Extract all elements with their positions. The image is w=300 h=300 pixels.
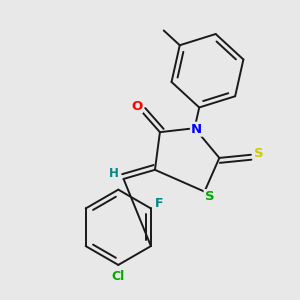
Text: H: H [109, 167, 118, 181]
Text: S: S [254, 148, 264, 160]
Text: Cl: Cl [112, 270, 125, 283]
Text: N: N [191, 123, 202, 136]
Text: O: O [131, 100, 142, 113]
Text: F: F [155, 197, 164, 210]
Text: S: S [205, 190, 214, 203]
